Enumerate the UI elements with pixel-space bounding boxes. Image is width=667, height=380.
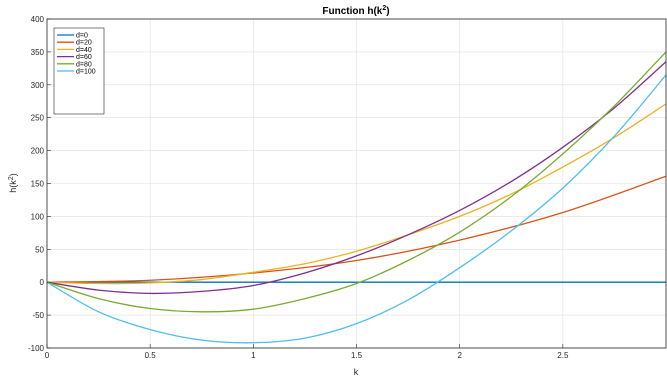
chart-title: Function h(k2)	[322, 5, 389, 17]
y-tick-label: 300	[31, 81, 45, 90]
legend-entry: d=100	[76, 69, 96, 76]
x-tick-label: 1.5	[351, 351, 363, 360]
legend-entry: d=80	[76, 61, 92, 68]
y-tick-label: 200	[31, 147, 45, 156]
legend-entry: d=20	[76, 40, 92, 47]
y-tick-label: 150	[31, 180, 45, 189]
y-tick-label: 250	[31, 114, 45, 123]
series-line-d-40	[46, 103, 667, 285]
x-tick-label: 1	[251, 351, 256, 360]
x-tick-label: 2	[457, 351, 462, 360]
y-tick-label: -100	[28, 344, 45, 353]
y-tick-label: 0	[40, 278, 45, 287]
y-tick-label: 350	[31, 48, 45, 57]
x-axis-label: k	[354, 367, 359, 377]
y-tick-label: 100	[31, 212, 45, 221]
y-tick-label: 400	[31, 15, 45, 24]
legend-entry: d=40	[76, 47, 92, 54]
y-tick-label: 50	[35, 245, 44, 254]
series-line-d-80	[46, 51, 667, 313]
legend-entry: d=0	[76, 33, 88, 40]
y-axis-label: h(k2)	[8, 173, 18, 192]
x-tick-label: 2.5	[557, 351, 569, 360]
y-tick-label: -50	[32, 311, 44, 320]
legend-entry: d=60	[76, 54, 92, 61]
series-lines	[46, 51, 667, 344]
series-line-d-60	[46, 61, 667, 295]
legend: d=0d=20d=40d=60d=80d=100	[53, 27, 105, 115]
series-line-d-100	[46, 74, 667, 344]
x-tick-label: 0	[45, 351, 50, 360]
x-tick-label: 0.5	[145, 351, 157, 360]
ticks: 0 0.5 1 1.5 2 2.5 -100 -50 0 50 100 150 200 250 300 350…	[28, 15, 569, 360]
series-line-d-20	[46, 175, 667, 283]
